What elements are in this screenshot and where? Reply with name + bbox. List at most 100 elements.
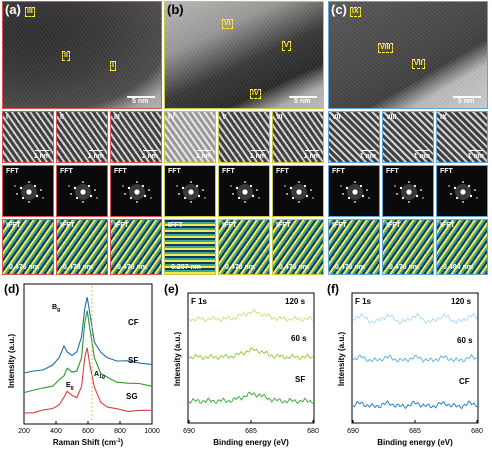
hrtem-tile-viii: VIII 1 nm bbox=[382, 111, 434, 163]
fft-spot bbox=[134, 189, 140, 195]
xps-series-120s bbox=[352, 312, 478, 325]
raman-label-sf: SF bbox=[128, 356, 138, 365]
fft-spot bbox=[148, 189, 150, 191]
fft-spot bbox=[352, 189, 358, 195]
ifft-tile: IFFT 0.476 nm bbox=[272, 219, 324, 275]
hrtem-tile-iii: III 1 nm bbox=[110, 111, 162, 163]
xps-f-xlabel: Binding energy (eV) bbox=[377, 438, 453, 447]
panel-letter-d: (d) bbox=[4, 282, 19, 296]
fft-spot bbox=[21, 196, 25, 200]
fft-spot bbox=[136, 181, 138, 183]
fft-spot bbox=[143, 194, 147, 198]
fft-spot bbox=[448, 185, 450, 187]
roi-marker-i: I bbox=[110, 61, 116, 71]
fft-spot bbox=[178, 193, 180, 195]
fft-spot bbox=[150, 197, 152, 199]
fft-spot bbox=[340, 185, 342, 187]
hrtem-scale-label: 1 nm bbox=[87, 153, 104, 160]
fft-spot bbox=[129, 196, 133, 200]
raman-xlabel: Raman Shift (cm-1) bbox=[53, 438, 124, 447]
fft-tile: FFT bbox=[110, 165, 162, 217]
fft-spots bbox=[394, 181, 424, 203]
fft-spot bbox=[359, 184, 363, 188]
fft-spot bbox=[80, 189, 86, 195]
fft-spot bbox=[469, 194, 473, 198]
raman-label-cf: CF bbox=[128, 318, 139, 327]
raman-series-cf bbox=[23, 297, 153, 374]
fft-spot bbox=[450, 193, 452, 195]
fft-spot bbox=[40, 189, 42, 191]
fft-spot bbox=[244, 201, 246, 203]
hrtem-tile-i: I 1 nm bbox=[2, 111, 54, 163]
fft-spot bbox=[406, 189, 412, 195]
fft-spot bbox=[242, 189, 248, 195]
spectra-charts: (d) Intensity (a.u.) 200 400 600 800 1000 Ra… bbox=[4, 282, 483, 447]
fft-spot bbox=[415, 194, 419, 198]
panel-letter-c: (c) bbox=[331, 2, 347, 17]
fft-spot bbox=[345, 186, 349, 190]
fft-spot bbox=[368, 197, 370, 199]
roi-marker-v: V bbox=[282, 41, 291, 51]
roi-marker-viii: VIII bbox=[378, 43, 393, 53]
hrtem-roman-label: VII bbox=[332, 114, 341, 121]
fft-spot bbox=[237, 196, 241, 200]
raman-xtick-label: 800 bbox=[114, 428, 126, 435]
fft-spot bbox=[298, 181, 300, 183]
ifft-label: IFFT bbox=[440, 222, 455, 229]
hrtem-scale-label: 1 nm bbox=[303, 153, 320, 160]
hrtem-scale-label: 1 nm bbox=[195, 153, 212, 160]
fft-spot bbox=[176, 185, 178, 187]
fft-spots bbox=[448, 181, 478, 203]
fft-tile: FFT bbox=[436, 165, 488, 217]
fft-spot bbox=[347, 196, 351, 200]
fft-spot bbox=[354, 201, 356, 203]
fft-spot bbox=[195, 184, 199, 188]
fft-spot bbox=[453, 186, 457, 190]
roi-marker-iv: IV bbox=[250, 89, 261, 99]
fft-tile: FFT bbox=[2, 165, 54, 217]
scale-bar-label-a: 5 nm bbox=[132, 98, 149, 105]
fft-spot bbox=[232, 193, 234, 195]
lattice-texture bbox=[165, 2, 323, 108]
fft-spot bbox=[230, 185, 232, 187]
hrtem-tile-vi: VI 1 nm bbox=[272, 111, 324, 163]
hrtem-roman-label: III bbox=[114, 114, 120, 121]
ifft-tile: IFFT 0.207 nm bbox=[164, 219, 216, 275]
raman-xtick-label: 1000 bbox=[144, 428, 160, 435]
fft-spot bbox=[87, 184, 91, 188]
xps-xtick-label: 685 bbox=[245, 428, 257, 435]
panel-letter-f: (f) bbox=[327, 282, 339, 296]
fft-label: FFT bbox=[168, 168, 181, 175]
roi-marker-ix: IX bbox=[350, 7, 361, 17]
fft-spot bbox=[249, 184, 253, 188]
ifft-tile: IFFT 0.476 nm bbox=[110, 219, 162, 275]
fft-label: FFT bbox=[60, 168, 73, 175]
tem-image-a bbox=[2, 1, 162, 109]
fft-spot bbox=[284, 185, 286, 187]
xps-e-ylabel: Intensity (a.u.) bbox=[173, 332, 182, 387]
fft-spot bbox=[70, 193, 72, 195]
d-spacing-label: 0.207 nm bbox=[171, 264, 201, 271]
fft-spot bbox=[181, 186, 185, 190]
fft-tile: FFT bbox=[164, 165, 216, 217]
fft-spot bbox=[289, 186, 293, 190]
xps-f-label-120s: 120 s bbox=[451, 297, 472, 306]
fft-spot bbox=[204, 197, 206, 199]
tem-image-b bbox=[164, 1, 324, 109]
hrtem-scale-bar bbox=[305, 149, 319, 151]
xps-series-60s bbox=[188, 347, 314, 361]
roi-marker-vii: VII bbox=[412, 59, 425, 69]
fft-spots bbox=[340, 181, 370, 203]
fft-spot bbox=[401, 196, 405, 200]
hrtem-scale-bar bbox=[251, 149, 265, 151]
fft-spot bbox=[342, 193, 344, 195]
hrtem-tile-ii: II 1 nm bbox=[56, 111, 108, 163]
fft-spot bbox=[16, 193, 18, 195]
fft-spot bbox=[141, 184, 145, 188]
xps-f-label-cf: CF bbox=[459, 377, 470, 386]
fft-label: FFT bbox=[332, 168, 345, 175]
fft-spot bbox=[298, 201, 300, 203]
fft-spot bbox=[235, 186, 239, 190]
fft-spots bbox=[176, 181, 206, 203]
hrtem-roman-label: VIII bbox=[386, 114, 397, 121]
